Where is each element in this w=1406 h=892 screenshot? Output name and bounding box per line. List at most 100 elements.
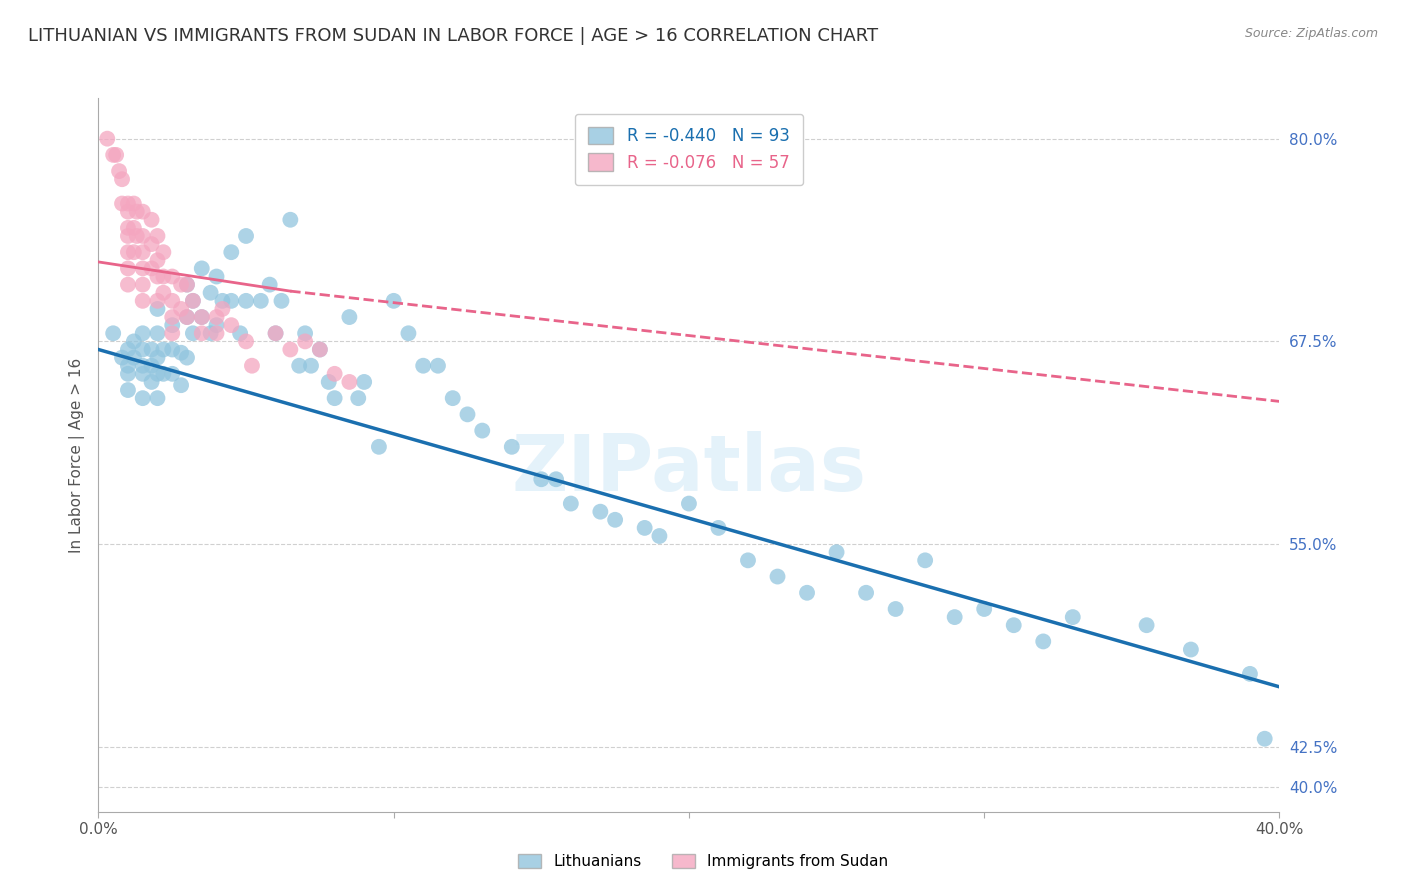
Point bbox=[235, 334, 257, 349]
Point bbox=[441, 391, 464, 405]
Point bbox=[103, 326, 125, 341]
Point bbox=[132, 245, 155, 260]
Point bbox=[125, 204, 148, 219]
Point bbox=[176, 351, 198, 365]
Point bbox=[973, 602, 995, 616]
Point bbox=[162, 293, 183, 308]
Point bbox=[146, 229, 169, 244]
Point bbox=[560, 497, 582, 511]
Point bbox=[288, 359, 311, 373]
Point bbox=[132, 359, 155, 373]
Point bbox=[229, 326, 252, 341]
Point bbox=[132, 229, 155, 244]
Point bbox=[221, 245, 243, 260]
Point bbox=[170, 301, 193, 316]
Point bbox=[191, 326, 214, 341]
Point bbox=[181, 326, 204, 341]
Point bbox=[170, 345, 193, 359]
Point bbox=[117, 367, 139, 381]
Point bbox=[117, 277, 139, 292]
Legend: R = -0.440   N = 93, R = -0.076   N = 57: R = -0.440 N = 93, R = -0.076 N = 57 bbox=[575, 113, 803, 185]
Point bbox=[152, 343, 174, 357]
Point bbox=[855, 586, 877, 600]
Point bbox=[108, 164, 131, 178]
Point bbox=[191, 261, 214, 276]
Point bbox=[132, 204, 155, 219]
Point bbox=[318, 375, 340, 389]
Point bbox=[1239, 666, 1261, 681]
Point bbox=[146, 293, 169, 308]
Point bbox=[146, 367, 169, 381]
Point bbox=[122, 245, 145, 260]
Point bbox=[471, 424, 494, 438]
Point bbox=[200, 326, 222, 341]
Point bbox=[884, 602, 907, 616]
Text: Source: ZipAtlas.com: Source: ZipAtlas.com bbox=[1244, 27, 1378, 40]
Point bbox=[648, 529, 671, 543]
Point bbox=[176, 310, 198, 324]
Point bbox=[501, 440, 523, 454]
Point bbox=[634, 521, 657, 535]
Point bbox=[105, 148, 128, 162]
Point bbox=[205, 310, 228, 324]
Point bbox=[132, 277, 155, 292]
Point bbox=[796, 586, 818, 600]
Point bbox=[117, 220, 139, 235]
Point bbox=[299, 359, 322, 373]
Point bbox=[170, 277, 193, 292]
Point bbox=[181, 293, 204, 308]
Point bbox=[152, 245, 174, 260]
Point bbox=[259, 277, 281, 292]
Point bbox=[132, 391, 155, 405]
Point bbox=[914, 553, 936, 567]
Point bbox=[162, 318, 183, 333]
Point bbox=[132, 293, 155, 308]
Point bbox=[146, 351, 169, 365]
Point bbox=[132, 261, 155, 276]
Point bbox=[170, 378, 193, 392]
Point bbox=[221, 318, 243, 333]
Point bbox=[141, 343, 163, 357]
Point bbox=[111, 351, 134, 365]
Point bbox=[589, 505, 612, 519]
Point bbox=[347, 391, 370, 405]
Point bbox=[146, 269, 169, 284]
Point bbox=[181, 293, 204, 308]
Point bbox=[1002, 618, 1025, 632]
Point bbox=[146, 301, 169, 316]
Point bbox=[270, 293, 292, 308]
Point bbox=[412, 359, 434, 373]
Y-axis label: In Labor Force | Age > 16: In Labor Force | Age > 16 bbox=[69, 358, 84, 552]
Text: ZIPatlas: ZIPatlas bbox=[512, 431, 866, 508]
Point bbox=[382, 293, 405, 308]
Point bbox=[737, 553, 759, 567]
Point bbox=[368, 440, 391, 454]
Point bbox=[339, 375, 361, 389]
Point bbox=[280, 343, 302, 357]
Point bbox=[117, 229, 139, 244]
Point bbox=[152, 285, 174, 300]
Point bbox=[117, 196, 139, 211]
Legend: Lithuanians, Immigrants from Sudan: Lithuanians, Immigrants from Sudan bbox=[512, 848, 894, 875]
Point bbox=[280, 212, 302, 227]
Point bbox=[141, 261, 163, 276]
Point bbox=[162, 367, 183, 381]
Point bbox=[122, 351, 145, 365]
Point bbox=[132, 367, 155, 381]
Point bbox=[211, 301, 233, 316]
Point bbox=[122, 334, 145, 349]
Point bbox=[605, 513, 627, 527]
Point bbox=[943, 610, 966, 624]
Point bbox=[398, 326, 420, 341]
Point bbox=[264, 326, 287, 341]
Point bbox=[117, 261, 139, 276]
Point bbox=[1136, 618, 1159, 632]
Point bbox=[457, 408, 479, 422]
Point bbox=[122, 196, 145, 211]
Point bbox=[117, 383, 139, 397]
Point bbox=[1032, 634, 1054, 648]
Point bbox=[132, 343, 155, 357]
Point bbox=[1254, 731, 1277, 746]
Point bbox=[111, 196, 134, 211]
Point bbox=[152, 367, 174, 381]
